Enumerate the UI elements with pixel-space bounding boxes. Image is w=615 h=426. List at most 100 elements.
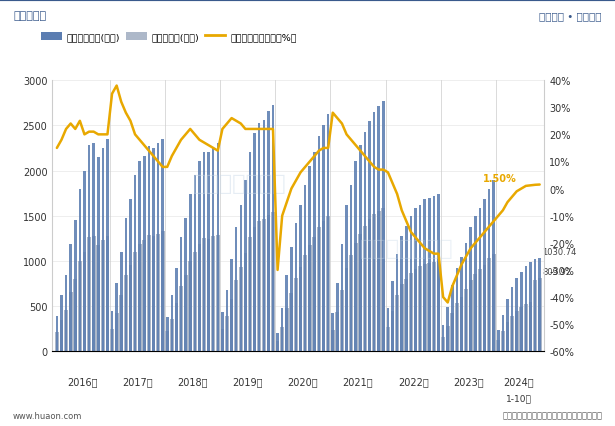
Bar bbox=[428, 198, 430, 351]
Bar bbox=[510, 316, 514, 351]
Text: 2024年: 2024年 bbox=[504, 377, 534, 387]
Bar bbox=[262, 220, 266, 351]
Bar bbox=[511, 288, 514, 351]
Bar bbox=[60, 296, 63, 351]
Text: www.huaon.com: www.huaon.com bbox=[12, 411, 82, 420]
Bar bbox=[166, 317, 169, 351]
Bar bbox=[194, 176, 196, 351]
Bar bbox=[465, 243, 467, 351]
Bar bbox=[120, 252, 122, 351]
Text: 2017年: 2017年 bbox=[122, 377, 153, 387]
Bar bbox=[460, 258, 463, 351]
Bar bbox=[520, 307, 523, 351]
Bar bbox=[97, 158, 100, 351]
Bar bbox=[409, 273, 413, 351]
Bar bbox=[451, 285, 454, 351]
Bar bbox=[341, 244, 343, 351]
Bar bbox=[69, 244, 72, 351]
Bar bbox=[110, 329, 114, 351]
Bar bbox=[276, 342, 279, 351]
Bar bbox=[266, 215, 270, 351]
Bar bbox=[165, 331, 169, 351]
Bar bbox=[350, 186, 352, 351]
Bar bbox=[345, 205, 348, 351]
Bar bbox=[483, 265, 486, 351]
Bar bbox=[405, 279, 408, 351]
Bar bbox=[506, 322, 509, 351]
Bar bbox=[115, 314, 119, 351]
Bar bbox=[138, 162, 141, 351]
Bar bbox=[193, 252, 197, 351]
Bar bbox=[78, 261, 82, 351]
Bar bbox=[354, 162, 357, 351]
Bar bbox=[142, 241, 146, 351]
Bar bbox=[488, 189, 490, 351]
Bar bbox=[147, 235, 151, 351]
Bar bbox=[424, 200, 426, 351]
Bar bbox=[373, 112, 375, 351]
Bar bbox=[368, 121, 371, 351]
Bar bbox=[285, 308, 288, 351]
Text: 华经产业研究院: 华经产业研究院 bbox=[360, 239, 453, 259]
Text: 2016-2024年10月天津市房地产投资额及住宅投资额: 2016-2024年10月天津市房地产投资额及住宅投资额 bbox=[179, 47, 436, 62]
Bar bbox=[533, 280, 537, 351]
Bar bbox=[156, 234, 160, 351]
Bar bbox=[474, 274, 477, 351]
Bar bbox=[221, 313, 224, 351]
Bar bbox=[529, 262, 532, 351]
Bar bbox=[331, 314, 334, 351]
Bar bbox=[230, 299, 234, 351]
Bar bbox=[244, 253, 247, 351]
Bar bbox=[525, 267, 527, 351]
Text: 1030.74: 1030.74 bbox=[542, 248, 576, 257]
Bar bbox=[381, 209, 385, 351]
Bar bbox=[175, 268, 178, 351]
Bar bbox=[125, 218, 127, 351]
Bar bbox=[73, 279, 77, 351]
Bar bbox=[170, 319, 173, 351]
Bar bbox=[116, 284, 118, 351]
Bar bbox=[285, 276, 288, 351]
Bar bbox=[129, 200, 132, 351]
Bar bbox=[124, 276, 128, 351]
Bar bbox=[184, 219, 187, 351]
Bar bbox=[221, 329, 224, 351]
Bar bbox=[161, 140, 164, 351]
Bar bbox=[340, 290, 344, 351]
Bar bbox=[258, 123, 261, 351]
Bar bbox=[446, 307, 449, 351]
Bar bbox=[400, 285, 403, 351]
Bar bbox=[493, 181, 495, 351]
Bar bbox=[344, 268, 349, 351]
Bar bbox=[492, 254, 496, 351]
Text: 华经产业研究院: 华经产业研究院 bbox=[192, 174, 286, 194]
Bar bbox=[304, 186, 306, 351]
Bar bbox=[299, 268, 303, 351]
Bar bbox=[456, 268, 458, 351]
Bar bbox=[313, 153, 315, 351]
Bar bbox=[207, 153, 210, 351]
Bar bbox=[290, 248, 293, 351]
Legend: 房地产投资额(亿元), 住宅投资额(亿元), 房地产投资额增速（%）: 房地产投资额(亿元), 住宅投资额(亿元), 房地产投资额增速（%） bbox=[38, 29, 301, 46]
Bar bbox=[244, 180, 247, 351]
Bar bbox=[432, 196, 435, 351]
Bar bbox=[157, 144, 159, 351]
Bar bbox=[216, 144, 219, 351]
Bar bbox=[427, 263, 431, 351]
Bar bbox=[133, 252, 137, 351]
Bar bbox=[106, 140, 109, 351]
Bar bbox=[455, 304, 459, 351]
Bar bbox=[148, 147, 150, 351]
Bar bbox=[395, 296, 399, 351]
Bar bbox=[197, 244, 201, 351]
Bar bbox=[101, 241, 105, 351]
Bar bbox=[180, 238, 182, 351]
Bar bbox=[267, 112, 269, 351]
Bar bbox=[280, 327, 284, 351]
Bar bbox=[450, 314, 454, 351]
Bar bbox=[179, 287, 183, 351]
Bar bbox=[97, 245, 100, 351]
Bar bbox=[418, 267, 422, 351]
Bar bbox=[331, 330, 335, 351]
Bar bbox=[378, 107, 380, 351]
